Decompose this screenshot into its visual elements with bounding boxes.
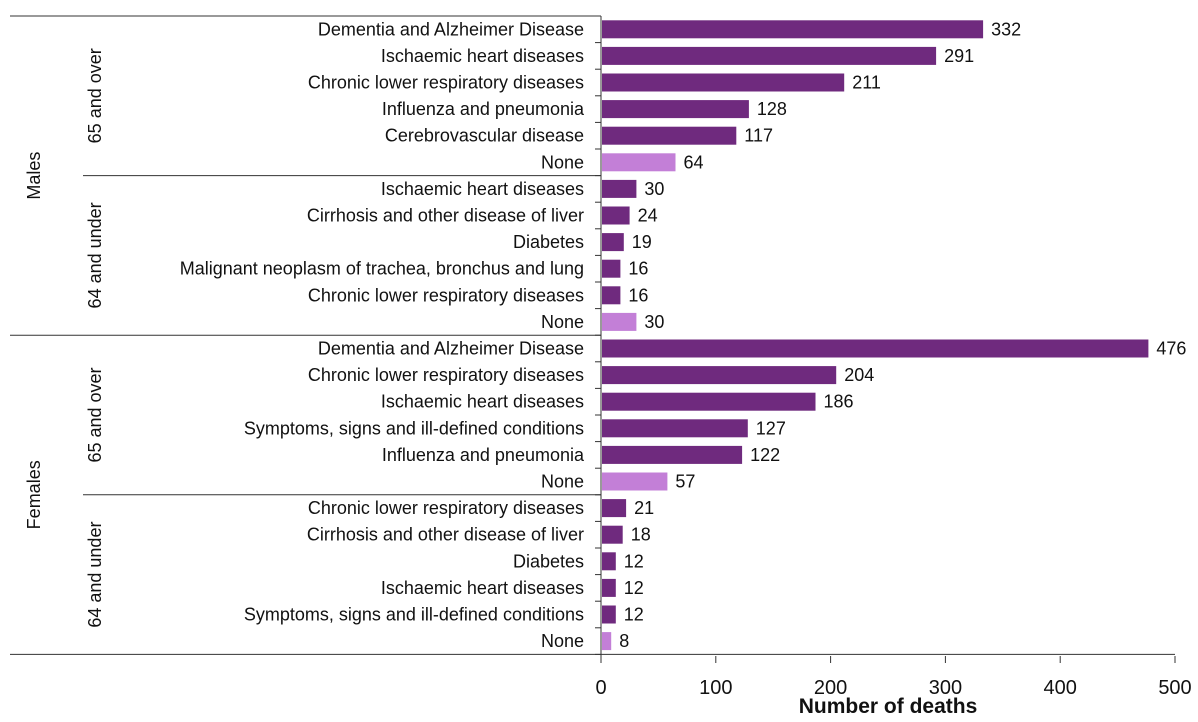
sex-group-label: Females	[24, 460, 44, 529]
bar-cause	[602, 552, 616, 571]
x-tick-label: 0	[595, 677, 606, 699]
bar-cause	[602, 366, 837, 385]
category-label: Diabetes	[513, 551, 584, 571]
category-label: Ischaemic heart diseases	[381, 179, 584, 199]
bar-cause	[602, 499, 627, 518]
x-tick-label: 300	[929, 677, 962, 699]
bar-cause	[602, 259, 621, 278]
data-label: 21	[634, 498, 654, 518]
data-label: 64	[684, 152, 704, 172]
bar-cause	[602, 233, 624, 252]
category-label: Ischaemic heart diseases	[381, 392, 584, 412]
age-group-label: 65 and over	[85, 367, 105, 462]
bar-none	[602, 472, 668, 491]
category-label: Chronic lower respiratory diseases	[308, 365, 584, 385]
sex-group-label: Males	[24, 152, 44, 200]
data-label: 476	[1156, 339, 1186, 359]
category-label: Influenza and pneumonia	[382, 99, 585, 119]
data-label: 291	[944, 46, 974, 66]
age-group-label: 65 and over	[85, 48, 105, 143]
bar-cause	[602, 578, 616, 597]
x-tick-label: 200	[814, 677, 847, 699]
category-label: None	[541, 472, 584, 492]
bar-cause	[602, 126, 737, 145]
category-label: Chronic lower respiratory diseases	[308, 73, 584, 93]
category-label: Ischaemic heart diseases	[381, 578, 584, 598]
data-label: 128	[757, 99, 787, 119]
category-label: Influenza and pneumonia	[382, 445, 585, 465]
bar-cause	[602, 525, 623, 544]
category-label: Cirrhosis and other disease of liver	[307, 525, 584, 545]
bars-layer	[602, 20, 1149, 651]
category-label: Ischaemic heart diseases	[381, 46, 584, 66]
data-label: 16	[628, 285, 648, 305]
category-label: Chronic lower respiratory diseases	[308, 285, 584, 305]
category-labels-layer: Dementia and Alzheimer Disease Ischaemic …	[180, 19, 585, 651]
category-label: Dementia and Alzheimer Disease	[318, 339, 584, 359]
bar-none	[602, 153, 676, 172]
category-label: Symptoms, signs and ill-defined conditio…	[244, 418, 584, 438]
bar-none	[602, 312, 637, 331]
category-label: None	[541, 152, 584, 172]
category-label: Chronic lower respiratory diseases	[308, 498, 584, 518]
x-axis: Number of deaths 0 100 200 300 400 500	[595, 656, 1192, 718]
bar-cause	[602, 339, 1149, 358]
data-label: 122	[750, 445, 780, 465]
bar-none	[602, 632, 612, 651]
age-group-label: 64 and under	[85, 522, 105, 628]
category-label: None	[541, 631, 584, 651]
age-group-label: 64 and under	[85, 202, 105, 308]
data-label: 19	[632, 232, 652, 252]
data-label: 332	[991, 19, 1021, 39]
bar-cause	[602, 286, 621, 305]
data-label: 30	[644, 179, 664, 199]
bar-cause	[602, 605, 616, 624]
data-labels-layer: 3322912111281176430241916163047620418612…	[619, 19, 1186, 651]
bar-cause	[602, 20, 984, 39]
group-dividers	[10, 15, 1175, 656]
bar-cause	[602, 392, 816, 411]
bar-cause	[602, 100, 749, 119]
bar-cause	[602, 445, 743, 464]
data-label: 12	[624, 578, 644, 598]
data-label: 127	[756, 418, 786, 438]
data-label: 12	[624, 551, 644, 571]
bar-cause	[602, 179, 637, 198]
data-label: 186	[824, 392, 854, 412]
data-label: 204	[844, 365, 874, 385]
data-label: 16	[628, 259, 648, 279]
data-label: 57	[675, 472, 695, 492]
data-label: 211	[852, 73, 881, 93]
data-label: 117	[744, 126, 773, 146]
group-labels-layer: 65 and over 64 and under Males 65 and over 6…	[24, 48, 105, 627]
data-label: 8	[619, 631, 629, 651]
data-label: 18	[631, 525, 651, 545]
data-label: 12	[624, 605, 644, 625]
bar-cause	[602, 206, 630, 225]
category-label: None	[541, 312, 584, 332]
category-label: Cirrhosis and other disease of liver	[307, 206, 584, 226]
category-label: Diabetes	[513, 232, 584, 252]
x-tick-label: 100	[699, 677, 732, 699]
data-label: 30	[644, 312, 664, 332]
category-label: Dementia and Alzheimer Disease	[318, 19, 584, 39]
x-axis-title: Number of deaths	[799, 695, 978, 718]
bar-cause	[602, 419, 748, 438]
category-label: Symptoms, signs and ill-defined conditio…	[244, 605, 584, 625]
category-label: Malignant neoplasm of trachea, bronchus …	[180, 259, 584, 279]
data-label: 24	[638, 206, 658, 226]
x-tick-label: 500	[1158, 677, 1191, 699]
bar-cause	[602, 46, 937, 65]
x-tick-label: 400	[1044, 677, 1077, 699]
bar-cause	[602, 73, 845, 92]
category-label: Cerebrovascular disease	[385, 126, 584, 146]
